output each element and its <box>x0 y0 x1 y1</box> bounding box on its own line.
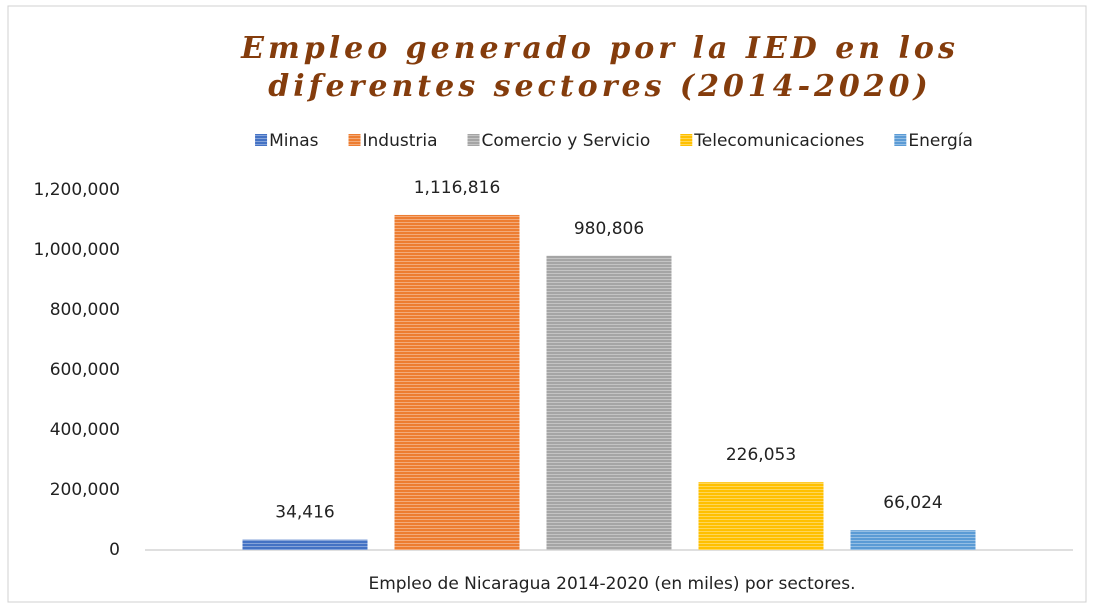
legend-label: Energía <box>908 131 973 151</box>
legend: Minas Industria Comercio y Servicio Telecom… <box>255 131 973 151</box>
legend-item: Minas <box>255 131 319 151</box>
bar <box>850 530 976 550</box>
chart-title: diferentes sectores (2014-2020) <box>268 69 932 104</box>
legend-swatch <box>255 134 268 146</box>
data-label: 34,416 <box>275 503 334 523</box>
x-axis-label: Empleo de Nicaragua 2014-2020 (en miles)… <box>368 574 855 594</box>
y-tick-label: 1,200,000 <box>33 180 120 200</box>
legend-item: Energía <box>894 131 973 151</box>
legend-swatch <box>348 134 361 146</box>
data-label: 226,053 <box>726 445 796 465</box>
legend-label: Industria <box>363 131 438 151</box>
legend-swatch <box>894 134 907 146</box>
bar <box>242 539 368 550</box>
y-tick-label: 800,000 <box>50 300 120 320</box>
legend-label: Comercio y Servicio <box>482 131 651 151</box>
y-tick-label: 200,000 <box>50 480 120 500</box>
legend-swatch <box>680 134 693 146</box>
legend-label: Minas <box>269 131 319 151</box>
legend-item: Telecomunicaciones <box>680 131 864 151</box>
data-label: 1,116,816 <box>414 178 501 198</box>
legend-swatch <box>467 134 480 146</box>
y-tick-label: 600,000 <box>50 360 120 380</box>
y-tick-label: 400,000 <box>50 420 120 440</box>
y-tick-label: 1,000,000 <box>33 240 120 260</box>
data-label: 66,024 <box>883 493 942 513</box>
bar <box>394 214 520 550</box>
bar <box>546 255 672 551</box>
bar <box>698 482 824 550</box>
legend-item: Industria <box>348 131 438 151</box>
y-tick-label: 0 <box>109 540 120 560</box>
data-label: 980,806 <box>574 219 644 239</box>
legend-item: Comercio y Servicio <box>467 131 651 151</box>
legend-label: Telecomunicaciones <box>693 131 864 151</box>
chart-title: Empleo generado por la IED en los <box>240 31 959 66</box>
